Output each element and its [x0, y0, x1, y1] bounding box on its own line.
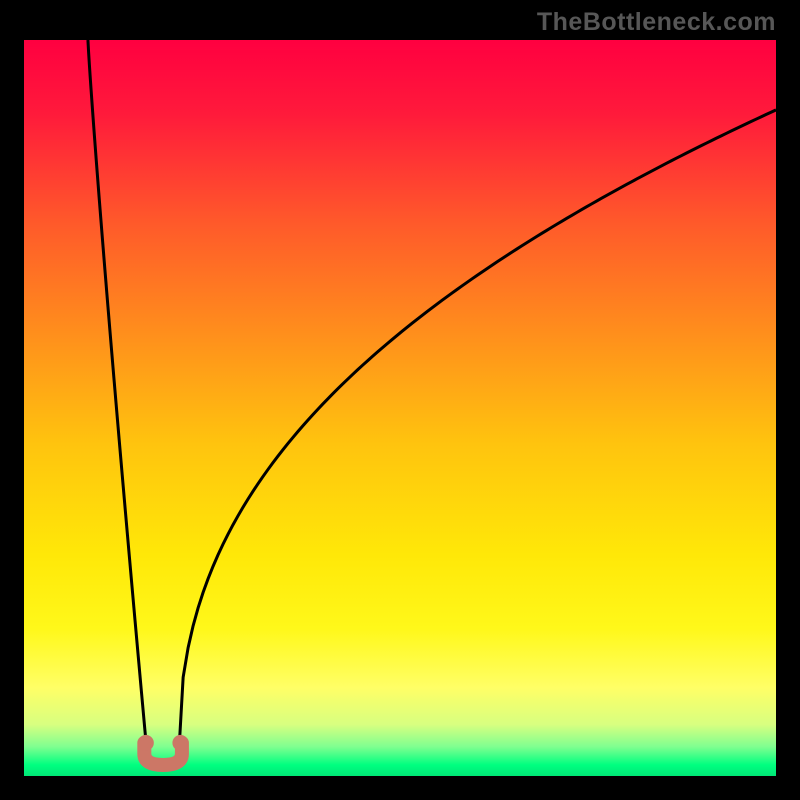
endpoint-dot-left — [138, 735, 154, 751]
endpoint-dot-right — [172, 735, 188, 751]
gradient-background — [24, 40, 776, 776]
watermark-text: TheBottleneck.com — [537, 8, 776, 37]
bottleneck-chart — [0, 0, 800, 800]
